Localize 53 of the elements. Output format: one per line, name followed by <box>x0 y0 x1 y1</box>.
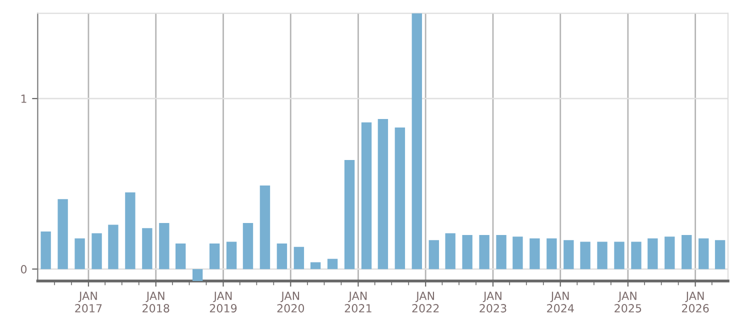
y-tick-label: 1 <box>21 94 26 103</box>
bar <box>159 223 170 270</box>
bar <box>462 234 472 270</box>
bar <box>344 160 355 270</box>
bar <box>176 243 186 270</box>
bar <box>310 262 321 270</box>
bar <box>327 258 338 270</box>
bar <box>142 228 152 270</box>
x-tick-label: JAN 2017 <box>75 292 102 312</box>
x-tick-label: JAN 2026 <box>682 292 709 312</box>
bar <box>125 192 136 270</box>
bar <box>192 269 203 281</box>
bar <box>664 236 675 270</box>
bar <box>546 238 557 270</box>
bar <box>242 223 254 270</box>
x-tick-label: JAN 2020 <box>277 292 304 312</box>
bar <box>412 13 422 270</box>
x-tick-label: JAN 2024 <box>547 292 574 312</box>
bar <box>698 238 709 270</box>
bar <box>530 238 540 270</box>
y-tick-label: 0 <box>20 265 27 274</box>
bar <box>580 242 590 270</box>
x-tick-label: JAN 2022 <box>412 292 439 312</box>
bar <box>276 243 288 270</box>
bar <box>648 238 658 270</box>
bar <box>597 242 608 270</box>
bar <box>74 238 85 270</box>
x-tick-label: JAN 2019 <box>210 292 237 312</box>
bar <box>294 246 304 270</box>
bar <box>58 199 68 270</box>
x-tick-label: JAN 2025 <box>614 292 642 312</box>
bar <box>40 232 51 270</box>
bar <box>378 119 388 270</box>
bar <box>226 242 237 270</box>
bar <box>361 122 372 270</box>
x-tick-label: JAN 2018 <box>142 292 170 312</box>
bar <box>714 240 726 270</box>
bar <box>108 224 118 270</box>
bar <box>512 236 523 270</box>
bar <box>564 240 574 270</box>
x-tick-label: JAN 2023 <box>480 292 506 312</box>
bar <box>394 128 406 270</box>
x-tick-label: JAN 2021 <box>344 292 372 312</box>
bar <box>92 233 102 270</box>
bar <box>445 233 456 270</box>
bar <box>260 186 270 270</box>
bar <box>682 234 692 270</box>
bar <box>614 242 624 270</box>
bar <box>496 234 506 270</box>
bar <box>631 242 642 270</box>
bar <box>479 234 490 270</box>
bar <box>209 243 220 270</box>
bar <box>428 240 439 270</box>
